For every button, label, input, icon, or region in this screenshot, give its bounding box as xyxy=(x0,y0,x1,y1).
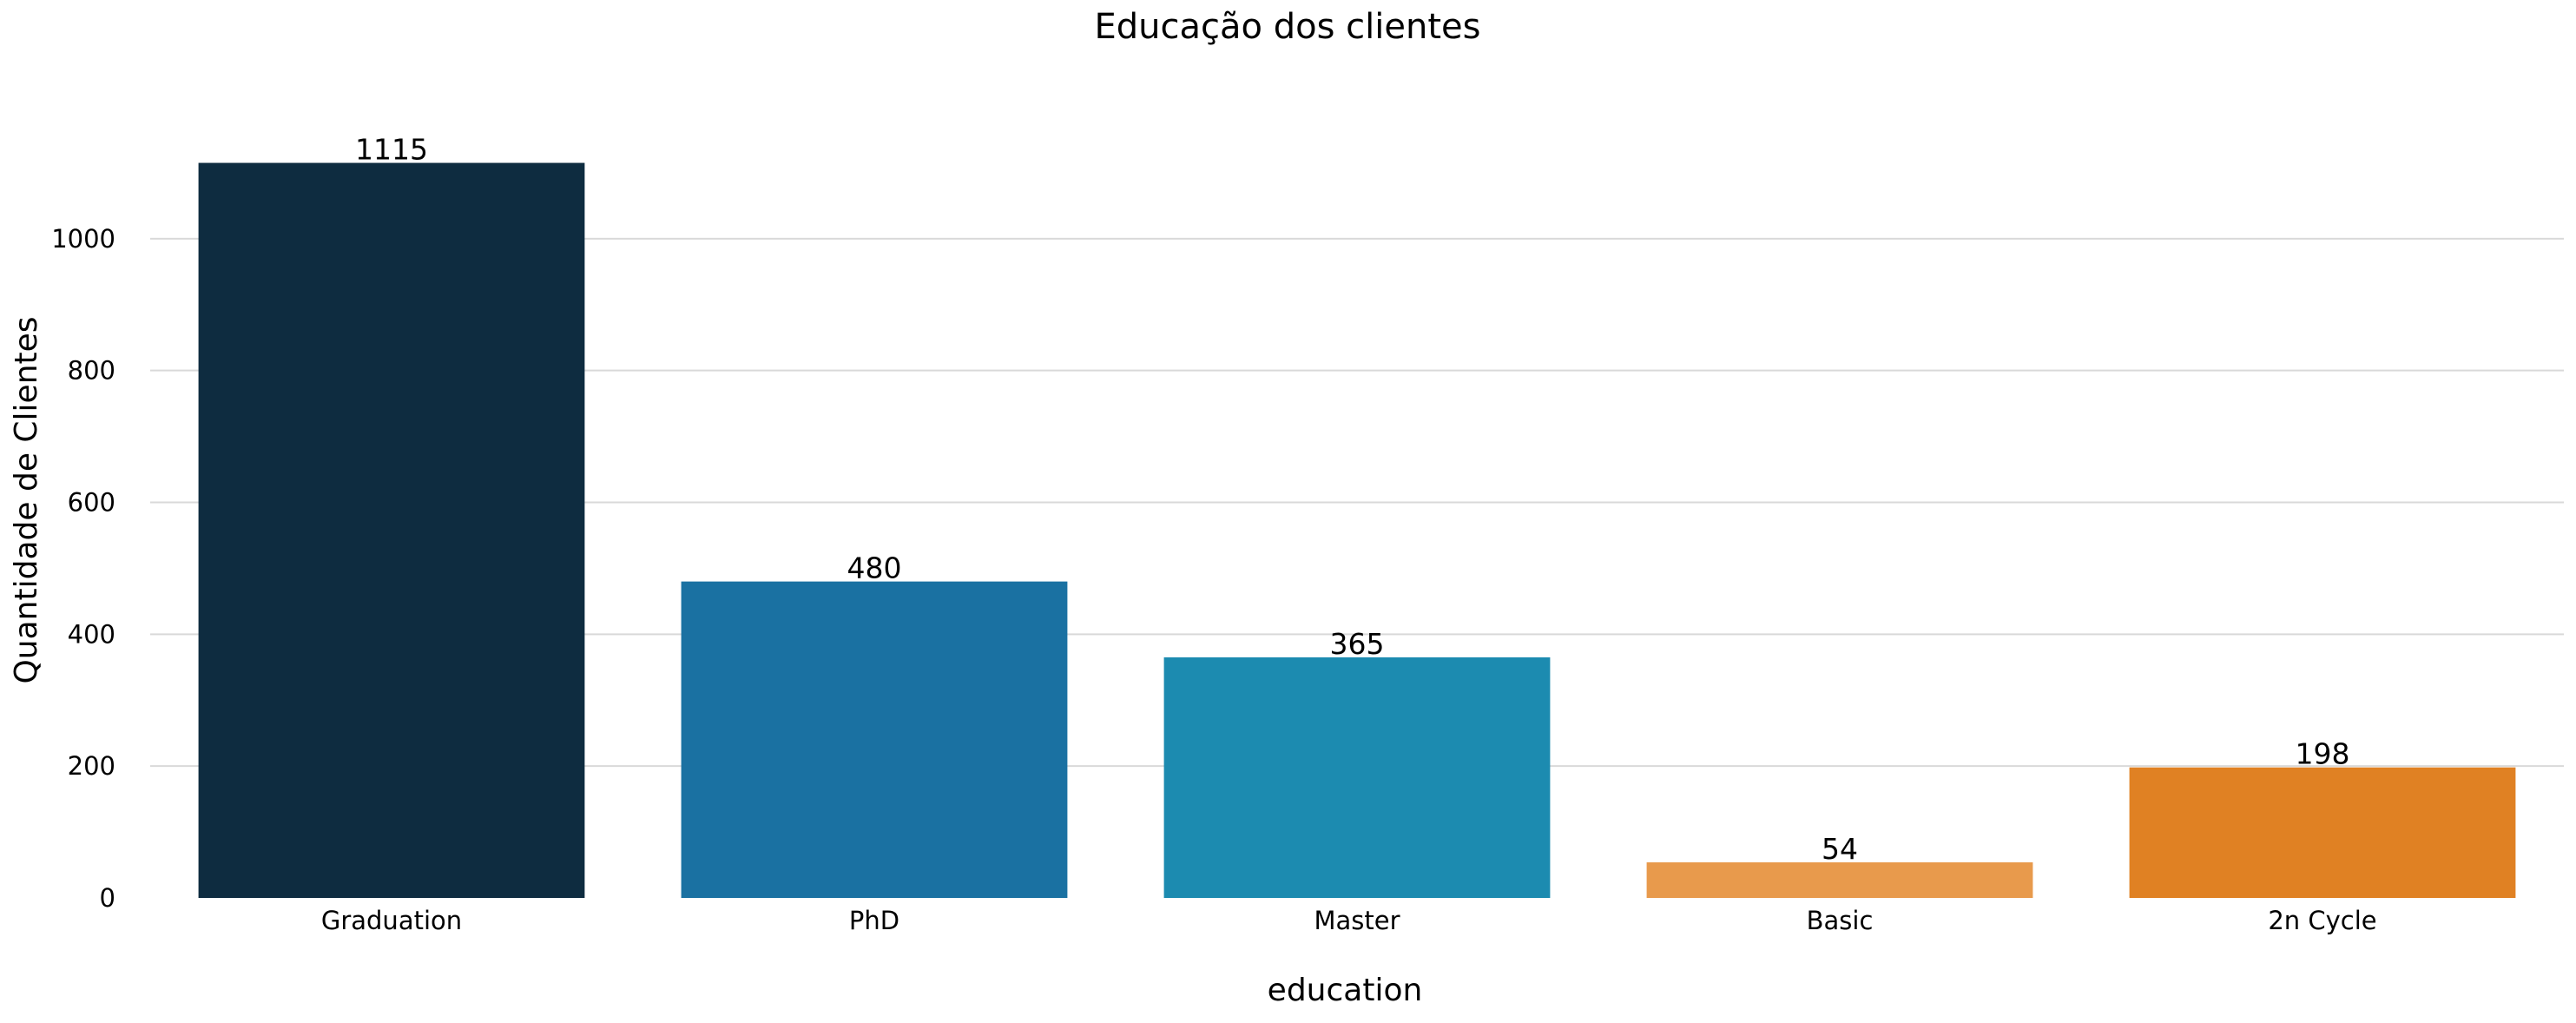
y-tick-label: 1000 xyxy=(51,224,115,254)
bar-value-label: 480 xyxy=(847,551,902,585)
data-labels: 1115 480 365 54 198 xyxy=(355,133,2349,866)
x-tick-label: Basic xyxy=(1807,906,1874,935)
chart-title: Educação dos clientes xyxy=(1095,7,1481,47)
x-axis-label: education xyxy=(1268,973,1423,1008)
y-axis-label: Quantidade de Clientes xyxy=(9,316,44,683)
x-tick-label: PhD xyxy=(849,906,899,935)
bar-value-label: 1115 xyxy=(355,133,428,167)
y-tick-label: 200 xyxy=(68,751,115,781)
x-tick-label: Master xyxy=(1314,906,1400,935)
bar-value-label: 198 xyxy=(2296,737,2350,771)
y-tick-label: 400 xyxy=(68,619,115,649)
bar-2n-cycle xyxy=(2129,767,2516,898)
x-axis-ticks: Graduation PhD Master Basic 2n Cycle xyxy=(321,906,2377,935)
y-axis-ticks: 0 200 400 600 800 1000 xyxy=(51,224,115,913)
bar-value-label: 54 xyxy=(1822,832,1858,866)
bar-master xyxy=(1163,657,1551,898)
bar-value-label: 365 xyxy=(1330,627,1385,661)
y-tick-label: 800 xyxy=(68,356,115,386)
x-tick-label: 2n Cycle xyxy=(2268,906,2376,935)
bar-basic xyxy=(1646,862,2033,898)
x-tick-label: Graduation xyxy=(321,906,462,935)
bars xyxy=(198,162,2516,898)
y-tick-label: 600 xyxy=(68,488,115,518)
y-tick-label: 0 xyxy=(100,883,115,913)
bar-phd xyxy=(681,581,1068,898)
bar-graduation xyxy=(198,162,585,898)
